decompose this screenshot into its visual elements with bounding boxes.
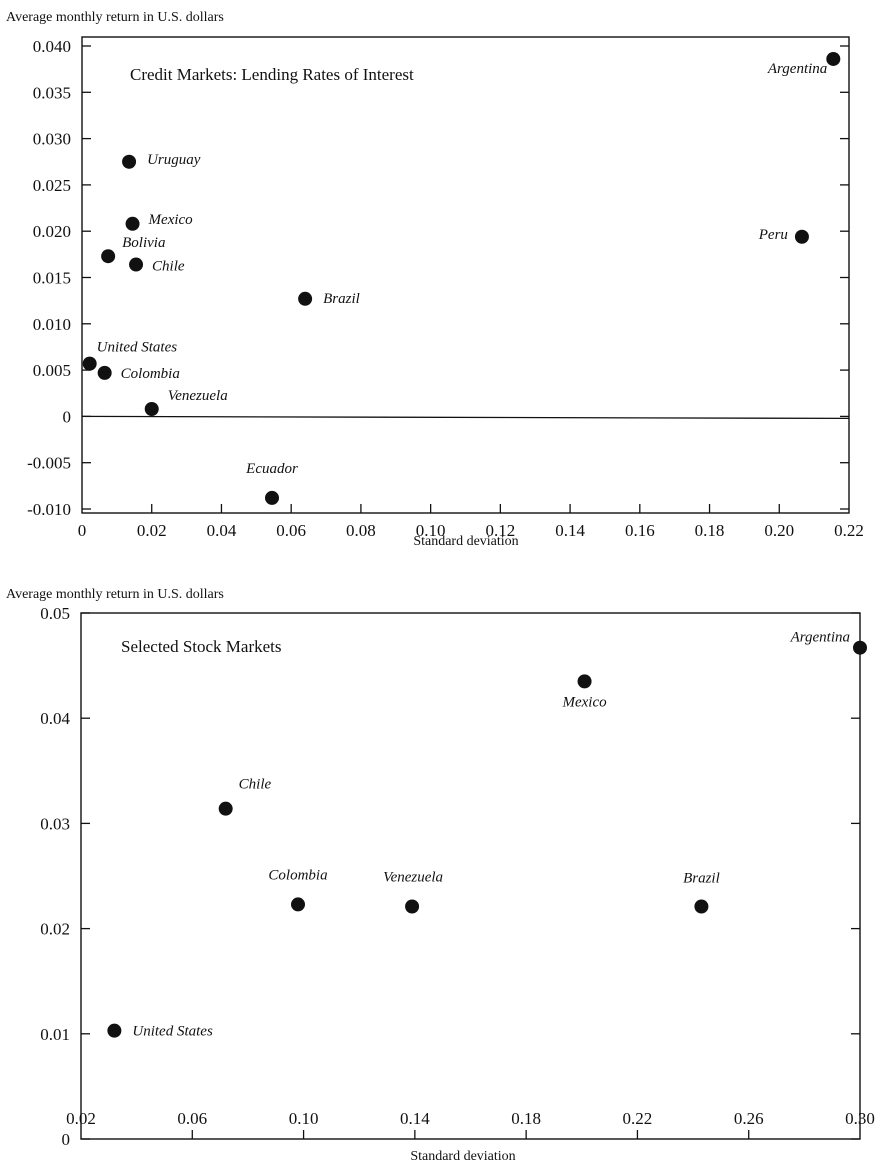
x-tick-label: 0 <box>78 521 87 540</box>
y-tick-label: 0.035 <box>33 83 71 102</box>
y-tick-label: 0.03 <box>40 814 70 833</box>
x-axis-title: Standard deviation <box>410 1149 515 1164</box>
y-tick-label: 0 <box>62 1130 71 1149</box>
data-point <box>577 674 592 689</box>
y-tick-label: 0.02 <box>40 920 70 939</box>
x-tick-label: 0.04 <box>207 521 237 540</box>
data-point <box>218 801 233 816</box>
data-point-label: Mexico <box>148 212 194 228</box>
x-tick-label: 0.10 <box>416 521 446 540</box>
y-tick-label: -0.005 <box>27 454 71 473</box>
x-tick-label: 0.02 <box>66 1109 96 1128</box>
y-tick-label: 0.010 <box>33 315 71 334</box>
x-tick-label: 0.06 <box>177 1109 207 1128</box>
y-tick-label: -0.010 <box>27 500 71 519</box>
data-point <box>101 249 116 264</box>
data-point-label: Brazil <box>323 291 360 307</box>
data-point <box>291 897 306 912</box>
panel-title: Selected Stock Markets <box>121 637 282 656</box>
data-point-label: Chile <box>152 259 185 275</box>
panel-title: Credit Markets: Lending Rates of Interes… <box>130 65 414 84</box>
x-tick-label: 0.30 <box>845 1109 875 1128</box>
y-tick-label: 0.040 <box>33 37 71 56</box>
y-tick-label: 0.005 <box>33 361 71 380</box>
data-point-label: United States <box>132 1024 213 1040</box>
data-point-label: Colombia <box>121 366 180 382</box>
data-point <box>853 640 867 655</box>
y-tick-label: 0.04 <box>40 709 70 728</box>
data-point-label: Peru <box>758 227 788 243</box>
x-tick-label: 0.18 <box>511 1109 541 1128</box>
y-tick-label: 0 <box>63 407 72 426</box>
x-tick-label: 0.14 <box>555 521 585 540</box>
x-axis-title: Standard deviation <box>413 534 518 549</box>
plot-frame <box>81 36 850 514</box>
x-tick-label: 0.06 <box>276 521 306 540</box>
x-tick-label: 0.22 <box>834 521 864 540</box>
y-axis-title: Average monthly return in U.S. dollars <box>6 10 224 25</box>
x-tick-label: 0.16 <box>625 521 655 540</box>
data-point <box>405 899 420 914</box>
x-tick-label: 0.12 <box>485 521 515 540</box>
data-point-label: Mexico <box>561 694 607 710</box>
data-point <box>265 490 280 505</box>
y-tick-label: 0.05 <box>40 604 70 623</box>
y-axis-title: Average monthly return in U.S. dollars <box>6 587 224 602</box>
data-point-label: Brazil <box>683 871 720 887</box>
data-point-label: Uruguay <box>147 152 201 168</box>
data-point <box>97 365 112 380</box>
x-tick-label: 0.08 <box>346 521 376 540</box>
data-point-label: Chile <box>239 777 272 793</box>
data-point-label: Argentina <box>767 61 827 77</box>
x-tick-label: 0.02 <box>137 521 167 540</box>
data-point <box>107 1023 122 1038</box>
data-point <box>794 229 809 244</box>
x-tick-label: 0.18 <box>695 521 725 540</box>
data-point-label: Venezuela <box>168 388 228 404</box>
data-point-label: Argentina <box>790 630 850 646</box>
data-point-label: United States <box>97 340 178 356</box>
data-point <box>298 291 313 306</box>
data-point <box>125 216 140 231</box>
x-tick-label: 0.20 <box>764 521 794 540</box>
y-tick-label: 0.020 <box>33 222 71 241</box>
data-point <box>144 401 159 416</box>
y-tick-label: 0.030 <box>33 130 71 149</box>
plot-frame <box>80 612 861 1140</box>
y-tick-label: 0.01 <box>40 1025 70 1044</box>
data-point <box>122 154 137 169</box>
x-tick-label: 0.26 <box>734 1109 764 1128</box>
data-point-label: Colombia <box>268 867 327 883</box>
x-tick-label: 0.10 <box>289 1109 319 1128</box>
credit-markets-panel: Average monthly return in U.S. dollars C… <box>6 10 864 549</box>
x-tick-label: 0.22 <box>623 1109 653 1128</box>
y-tick-label: 0.015 <box>33 269 71 288</box>
x-tick-label: 0.14 <box>400 1109 430 1128</box>
data-point-label: Bolivia <box>122 235 165 251</box>
data-point <box>129 257 144 272</box>
zero-line <box>81 415 850 420</box>
data-point <box>826 51 841 66</box>
data-point-label: Venezuela <box>383 870 443 886</box>
data-point <box>82 356 97 371</box>
data-point-label: Ecuador <box>245 461 298 477</box>
stock-markets-panel: Average monthly return in U.S. dollars S… <box>6 587 875 1164</box>
data-point <box>694 899 709 914</box>
y-tick-label: 0.025 <box>33 176 71 195</box>
